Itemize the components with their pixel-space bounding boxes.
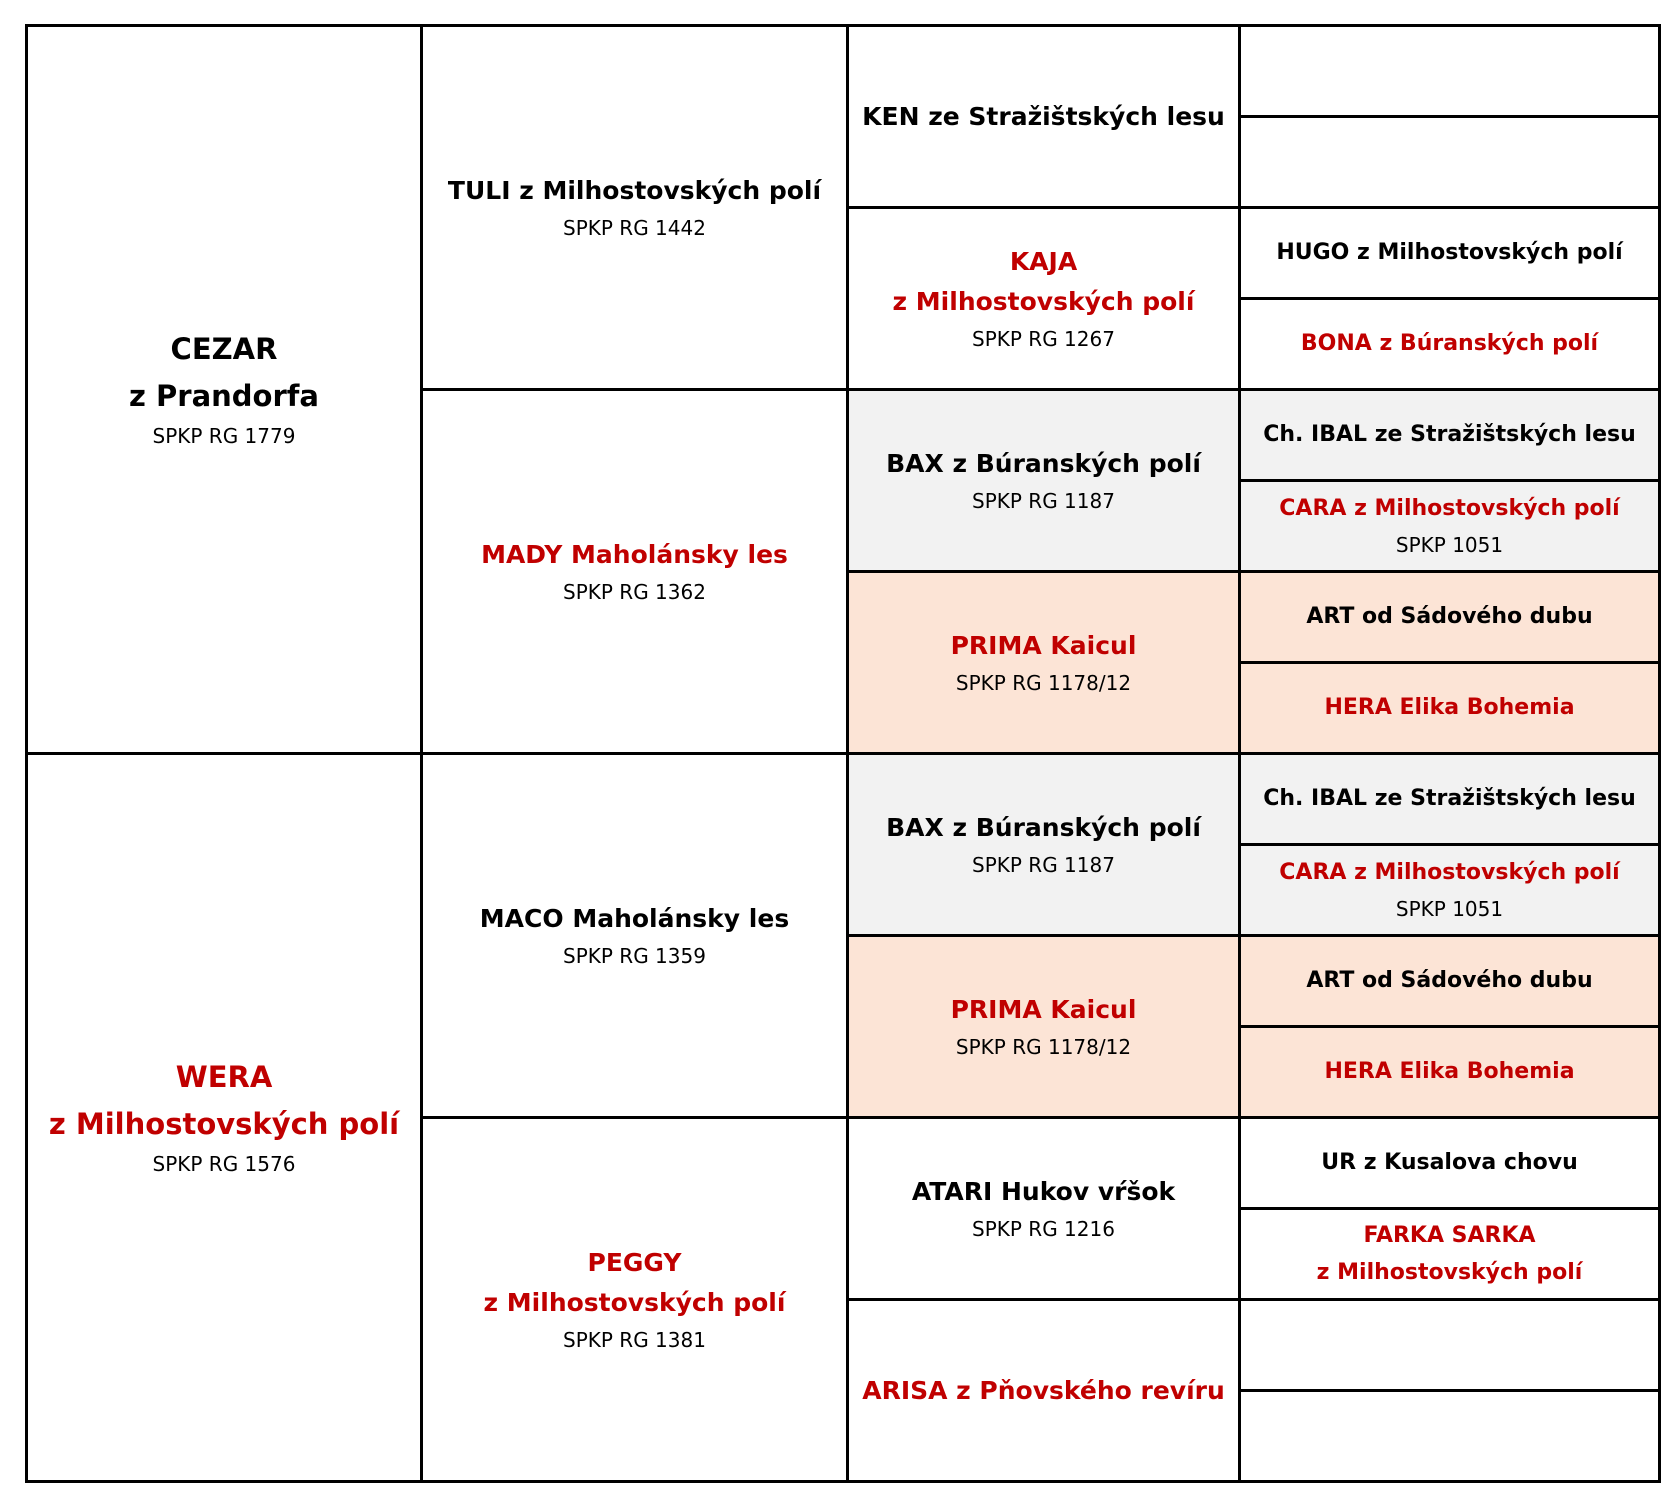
dss-cell: BAX z Búranských polí SPKP RG 1187 [846, 752, 1241, 937]
sds-cell: BAX z Búranských polí SPKP RG 1187 [846, 388, 1241, 573]
dds-reg: SPKP RG 1216 [972, 1216, 1115, 1241]
gg-r4-cell: BONA z Búranských polí [1238, 297, 1661, 391]
ss-reg: SPKP RG 1442 [563, 215, 706, 240]
ssd-reg: SPKP RG 1267 [972, 326, 1115, 351]
gg-r6-cell: CARA z Milhostovských polí SPKP 1051 [1238, 479, 1661, 573]
sss-name: KEN ze Stražištských lesu [862, 101, 1225, 131]
sdd-cell: PRIMA Kaicul SPKP RG 1178/12 [846, 570, 1241, 755]
granddam-sd-cell: MADY Maholánsky les SPKP RG 1362 [420, 388, 849, 755]
ssd-cell: KAJA z Milhostovských polí SPKP RG 1267 [846, 206, 1241, 391]
dam-reg: SPKP RG 1576 [152, 1152, 296, 1177]
gg-r14-name-kennel: z Milhostovských polí [1316, 1260, 1583, 1285]
sd-reg: SPKP RG 1362 [563, 579, 706, 604]
gg-r6-name: CARA z Milhostovských polí [1279, 496, 1620, 522]
gg-r13-name: UR z Kusalova chovu [1321, 1150, 1578, 1176]
gg-r3-cell: HUGO z Milhostovských polí [1238, 206, 1661, 300]
dss-name: BAX z Búranských polí [886, 812, 1201, 842]
gg-r3-name: HUGO z Milhostovských polí [1276, 240, 1623, 266]
dam-cell: WERA z Milhostovských polí SPKP RG 1576 [25, 752, 423, 1483]
dds-name: ATARI Hukov vŕšok [911, 1176, 1176, 1206]
sds-reg: SPKP RG 1187 [972, 488, 1115, 513]
gg-r12-name: HERA Elika Bohemia [1324, 1059, 1575, 1085]
gg-r10-name: CARA z Milhostovských polí [1279, 860, 1620, 886]
sd-name: MADY Maholánsky les [481, 539, 788, 569]
ddd-cell: ARISA z Pňovského revíru [846, 1298, 1241, 1483]
dsd-name: PRIMA Kaicul [950, 994, 1137, 1024]
sdd-reg: SPKP RG 1178/12 [955, 670, 1132, 695]
sire-cell: CEZAR z Prandorfa SPKP RG 1779 [25, 24, 423, 755]
gg-r6-reg: SPKP 1051 [1395, 532, 1504, 557]
grandsire-ds-cell: MACO Maholánsky les SPKP RG 1359 [420, 752, 849, 1119]
dam-name: WERA [175, 1059, 273, 1094]
gg-r10-cell: CARA z Milhostovských polí SPKP 1051 [1238, 843, 1661, 937]
sire-name: CEZAR [170, 331, 278, 366]
grandsire-ss-cell: TULI z Milhostovských polí SPKP RG 1442 [420, 24, 849, 391]
dsd-cell: PRIMA Kaicul SPKP RG 1178/12 [846, 934, 1241, 1119]
gg-r14-cell: FARKA SARKA z Milhostovských polí [1238, 1207, 1661, 1301]
granddam-dd-cell: PEGGY z Milhostovských polí SPKP RG 1381 [420, 1116, 849, 1483]
dam-name-kennel: z Milhostovských polí [48, 1106, 400, 1141]
sds-name: BAX z Búranských polí [886, 448, 1201, 478]
dd-reg: SPKP RG 1381 [563, 1327, 706, 1352]
gg-r7-name: ART od Sádového dubu [1306, 604, 1593, 630]
gg-r16-cell [1238, 1389, 1661, 1483]
sdd-name: PRIMA Kaicul [950, 630, 1137, 660]
ds-name: MACO Maholánsky les [479, 903, 790, 933]
dss-reg: SPKP RG 1187 [972, 852, 1115, 877]
gg-r12-cell: HERA Elika Bohemia [1238, 1025, 1661, 1119]
dsd-reg: SPKP RG 1178/12 [955, 1034, 1132, 1059]
gg-r8-cell: HERA Elika Bohemia [1238, 661, 1661, 755]
sire-reg: SPKP RG 1779 [152, 424, 296, 449]
dd-name-kennel: z Milhostovských polí [483, 1287, 786, 1317]
gg-r2-cell [1238, 115, 1661, 209]
dd-name: PEGGY [587, 1247, 682, 1277]
gg-r13-cell: UR z Kusalova chovu [1238, 1116, 1661, 1210]
gg-r10-reg: SPKP 1051 [1395, 896, 1504, 921]
sire-name-kennel: z Prandorfa [129, 378, 319, 413]
gg-r14-name: FARKA SARKA [1363, 1222, 1536, 1248]
gg-r11-cell: ART od Sádového dubu [1238, 934, 1661, 1028]
gg-r9-name: Ch. IBAL ze Stražištských lesu [1263, 786, 1636, 812]
pedigree-table: CEZAR z Prandorfa SPKP RG 1779 TULI z Mi… [25, 24, 1661, 1483]
ssd-name-kennel: z Milhostovských polí [892, 286, 1195, 316]
gg-r8-name: HERA Elika Bohemia [1324, 695, 1575, 721]
gg-r9-cell: Ch. IBAL ze Stražištských lesu [1238, 752, 1661, 846]
gg-r4-name: BONA z Búranských polí [1300, 331, 1599, 357]
gg-r5-name: Ch. IBAL ze Stražištských lesu [1263, 422, 1636, 448]
ds-reg: SPKP RG 1359 [563, 943, 706, 968]
ss-name: TULI z Milhostovských polí [447, 175, 822, 205]
ssd-name: KAJA [1009, 246, 1078, 276]
gg-r5-cell: Ch. IBAL ze Stražištských lesu [1238, 388, 1661, 482]
dds-cell: ATARI Hukov vŕšok SPKP RG 1216 [846, 1116, 1241, 1301]
ddd-name: ARISA z Pňovského revíru [862, 1375, 1225, 1405]
gg-r15-cell [1238, 1298, 1661, 1392]
gg-r11-name: ART od Sádového dubu [1306, 968, 1593, 994]
sss-cell: KEN ze Stražištských lesu [846, 24, 1241, 209]
gg-r1-cell [1238, 24, 1661, 118]
gg-r7-cell: ART od Sádového dubu [1238, 570, 1661, 664]
